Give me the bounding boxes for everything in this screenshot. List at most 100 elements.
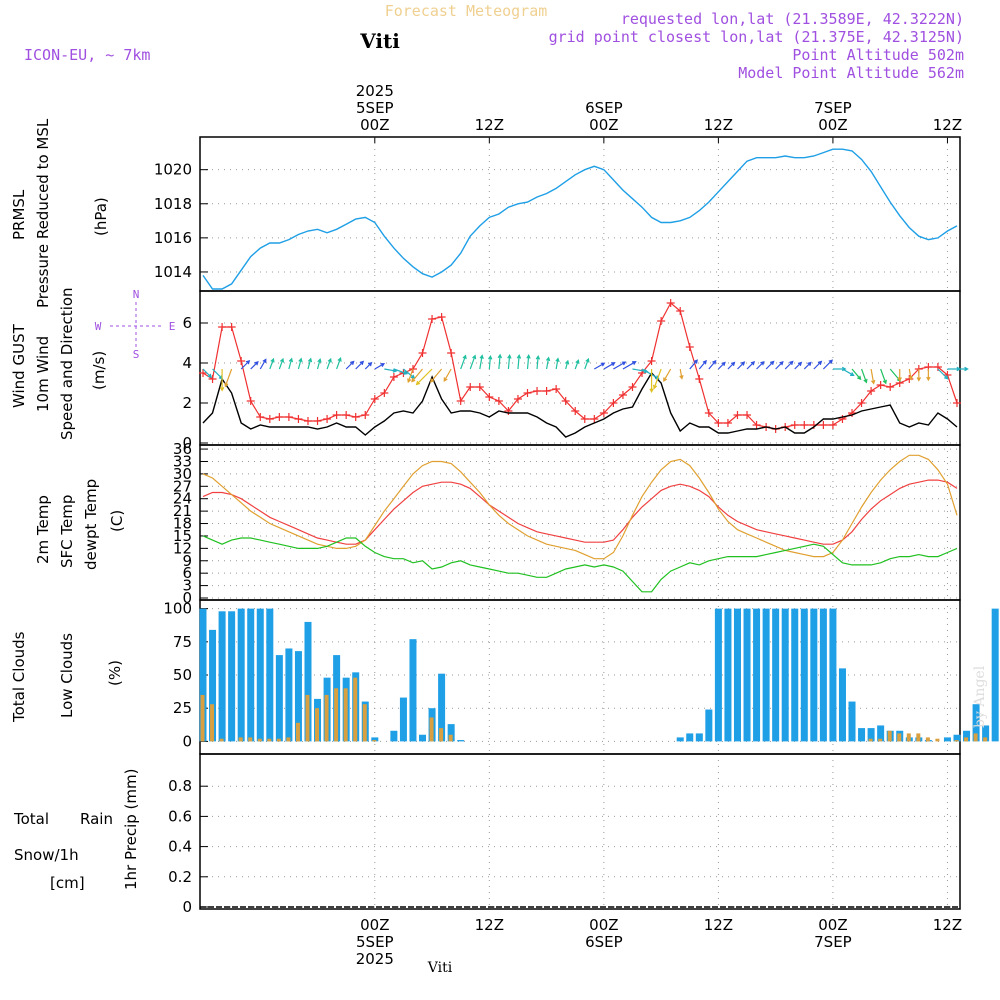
low-cloud-bar [324,694,329,742]
total-cloud-bar [695,733,703,742]
gust-point [752,421,761,429]
wind-arrow [250,360,259,370]
wind-unit: (m/s) [90,351,108,390]
wind-arrow [708,359,717,370]
panel-pressure: 1014 1016 1018 1020 [154,136,961,292]
wind-arrow [689,359,698,370]
low-cloud-bar [210,704,215,742]
temp-ytick-label: 24 [173,490,192,508]
total-cloud-bar [218,611,226,742]
gust-point [237,357,246,365]
pressure-label-2: Pressure Reduced to MSL [34,118,52,308]
wind-arrow [545,356,551,370]
total-cloud-bar [304,621,312,742]
pressure-unit: (hPa) [92,197,110,236]
wind-arrow [822,359,834,370]
grid-point-coords: grid point closest lon,lat (21.375E, 42.… [549,28,964,46]
total-cloud-bar [829,608,837,742]
wind-arrow [443,368,452,382]
gust-point [408,365,417,373]
low-cloud-bar [429,717,434,742]
total-cloud-bar [724,608,732,742]
low-cloud-bar [238,737,243,742]
wind-arrow [679,368,684,380]
wind-arrow [202,368,213,379]
pressure-ytick-label: 1014 [154,263,192,281]
total-cloud-bar [810,608,818,742]
wind-ytick-label: 2 [182,394,192,412]
total-cloud-bar [199,608,207,742]
total-cloud-bar [963,730,971,742]
total-cloud-bar [285,648,293,742]
precip-frame [199,753,961,910]
wind-arrow [288,357,294,370]
gust-point [867,387,876,395]
wind-arrow [415,368,433,386]
gust-line [202,302,958,430]
wind-arrow [897,369,902,382]
gust-point [618,391,627,399]
total-cloud-bar [237,608,245,742]
gust-point [695,375,704,383]
clouds-ytick-label: 0 [182,732,192,750]
model-altitude: Model Point Altitude 562m [738,64,964,82]
pressure-ytick-label: 1016 [154,229,192,247]
total-cloud-bar [791,608,799,742]
low-cloud-bar [267,738,272,742]
temp-2m-line [202,479,958,545]
wind-arrow [926,369,931,382]
gust-point [647,357,656,365]
gust-point [819,421,828,429]
low-cloud-bar [372,740,377,742]
gust-point [666,299,675,307]
gust-point [332,411,341,419]
gust-point [389,373,398,381]
time-label-top: 00Z [589,116,618,134]
precip-ytick-label: 0.2 [168,868,192,886]
gust-point [494,397,503,405]
pressure-ytick-label: 1020 [154,161,192,179]
wind-arrow [584,357,590,370]
low-cloud-bar [334,688,339,742]
total-cloud-bar [256,608,264,742]
time-label-top: 12Z [704,116,733,134]
gust-point [313,417,322,425]
gust-point [370,395,379,403]
gust-point [561,397,570,405]
low-cloud-bar [878,738,883,742]
gust-point [342,411,351,419]
total-cloud-bar [772,608,780,742]
wind-arrow [594,362,606,370]
gust-point [294,415,303,423]
precip-ytick-label: 0.4 [168,838,192,856]
clouds-ytick-label: 25 [173,699,192,717]
time-label-bottom: 00Z [360,916,389,934]
temp-ytick-label: 9 [182,552,192,570]
total-cloud-bar [991,608,999,742]
low-cloud-bar [906,733,911,742]
total-cloud-bar [390,730,398,742]
gust-point [685,343,694,351]
gust-point [380,389,389,397]
model-label: ICON-EU, ~ 7km [24,46,150,64]
gust-point [208,375,217,383]
total-cloud-bar [982,725,990,742]
wind-arrow [613,361,627,370]
chart-panels: 1014101610181020024603691215182124273033… [154,136,999,916]
low-cloud-bar [983,737,988,742]
gust-point [303,417,312,425]
pressure-line [202,148,958,290]
temp-ytick-label: 18 [173,515,192,533]
gust-point [513,395,522,403]
low-cloud-bar [954,740,959,742]
compass-n: N [133,288,140,301]
total-cloud-bar [943,737,951,742]
temp-unit: (C) [108,510,126,532]
time-label-top: 2025 [356,82,394,100]
wind-arrow [224,368,233,388]
low-cloud-bar [964,737,969,742]
wind-arrow [460,354,467,370]
wind-arrow [345,360,355,370]
wind-arrow [916,369,922,382]
gust-point [533,387,542,395]
